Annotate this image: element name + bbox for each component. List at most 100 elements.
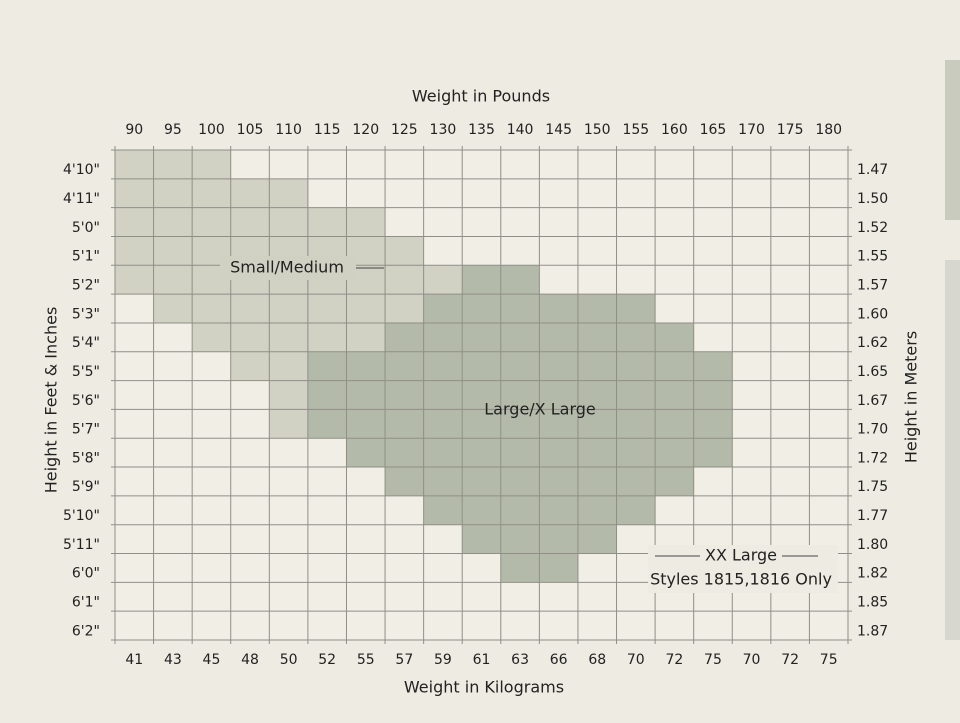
cell xyxy=(577,524,617,554)
cell xyxy=(655,150,694,179)
cell xyxy=(655,265,694,295)
bottom-label: 75 xyxy=(820,652,838,668)
cell xyxy=(385,409,424,439)
cell xyxy=(307,322,347,352)
cell xyxy=(655,351,694,381)
cell xyxy=(732,495,771,525)
cell xyxy=(500,553,540,583)
cell xyxy=(539,409,578,439)
cell xyxy=(577,611,617,640)
cell xyxy=(385,294,424,323)
right-label: 1.60 xyxy=(857,306,888,322)
cell xyxy=(732,438,771,468)
region-label: XX Large xyxy=(705,546,777,565)
cell xyxy=(616,294,656,323)
bottom-label: 59 xyxy=(434,652,452,668)
grid-lines xyxy=(111,146,852,644)
cell xyxy=(770,322,810,352)
cell xyxy=(462,207,501,237)
cell xyxy=(577,467,617,496)
cell xyxy=(230,438,270,468)
cell xyxy=(115,294,154,323)
cell xyxy=(230,524,270,554)
cell xyxy=(462,380,501,410)
cell xyxy=(192,524,231,554)
right-label: 1.72 xyxy=(857,450,888,466)
cell xyxy=(385,582,424,612)
top-label: 95 xyxy=(164,122,182,138)
cell xyxy=(539,438,578,468)
cell xyxy=(462,265,501,295)
cell xyxy=(500,611,540,640)
cell xyxy=(307,495,347,525)
cell xyxy=(693,294,733,323)
cell xyxy=(539,265,578,295)
cell xyxy=(577,351,617,381)
cell xyxy=(616,207,656,237)
cell xyxy=(693,150,733,179)
cell xyxy=(462,611,501,640)
cell xyxy=(307,467,347,496)
top-label: 170 xyxy=(738,122,765,138)
bottom-label: 63 xyxy=(511,652,529,668)
right-axis-title: Height in Meters xyxy=(902,331,921,463)
cell xyxy=(153,553,193,583)
cell xyxy=(230,150,270,179)
cell xyxy=(192,611,231,640)
cell xyxy=(192,294,231,323)
cell xyxy=(500,467,540,496)
cell xyxy=(655,409,694,439)
cell xyxy=(385,207,424,237)
bottom-axis-title: Weight in Kilograms xyxy=(404,678,564,697)
cell xyxy=(462,409,501,439)
cell xyxy=(809,150,848,179)
cell xyxy=(269,207,308,237)
cell xyxy=(269,582,308,612)
cell xyxy=(192,553,231,583)
right-label: 1.70 xyxy=(857,422,888,438)
region-label: Small/Medium xyxy=(230,258,344,277)
top-label: 175 xyxy=(777,122,804,138)
cell xyxy=(809,207,848,237)
cell xyxy=(809,467,848,496)
cell xyxy=(655,495,694,525)
right-label: 1.87 xyxy=(857,623,888,639)
cell xyxy=(770,150,810,179)
left-label: 5'0" xyxy=(72,220,100,236)
cell xyxy=(770,438,810,468)
cell xyxy=(307,409,347,439)
cell xyxy=(732,294,771,323)
right-label: 1.55 xyxy=(857,249,888,265)
left-label: 5'9" xyxy=(72,479,100,495)
right-label: 1.65 xyxy=(857,364,888,380)
cell xyxy=(693,207,733,237)
cell xyxy=(153,380,193,410)
cell xyxy=(153,409,193,439)
cell xyxy=(539,611,578,640)
cell xyxy=(423,409,463,439)
top-label: 120 xyxy=(352,122,379,138)
cell xyxy=(770,207,810,237)
left-label: 5'10" xyxy=(63,508,100,524)
cell xyxy=(616,409,656,439)
top-label: 155 xyxy=(622,122,649,138)
top-label: 130 xyxy=(430,122,457,138)
cell xyxy=(616,380,656,410)
cell xyxy=(230,322,270,352)
cell xyxy=(500,322,540,352)
cell xyxy=(809,409,848,439)
cell xyxy=(346,524,386,554)
cell xyxy=(770,265,810,295)
right-label: 1.77 xyxy=(857,508,888,524)
cell xyxy=(115,236,154,266)
top-label: 150 xyxy=(584,122,611,138)
cell xyxy=(269,351,308,381)
cell xyxy=(539,524,578,554)
cell xyxy=(153,265,193,295)
cell xyxy=(577,150,617,179)
cell xyxy=(192,178,231,208)
top-label: 135 xyxy=(468,122,495,138)
cell xyxy=(269,553,308,583)
cell xyxy=(153,294,193,323)
cell xyxy=(423,236,463,266)
